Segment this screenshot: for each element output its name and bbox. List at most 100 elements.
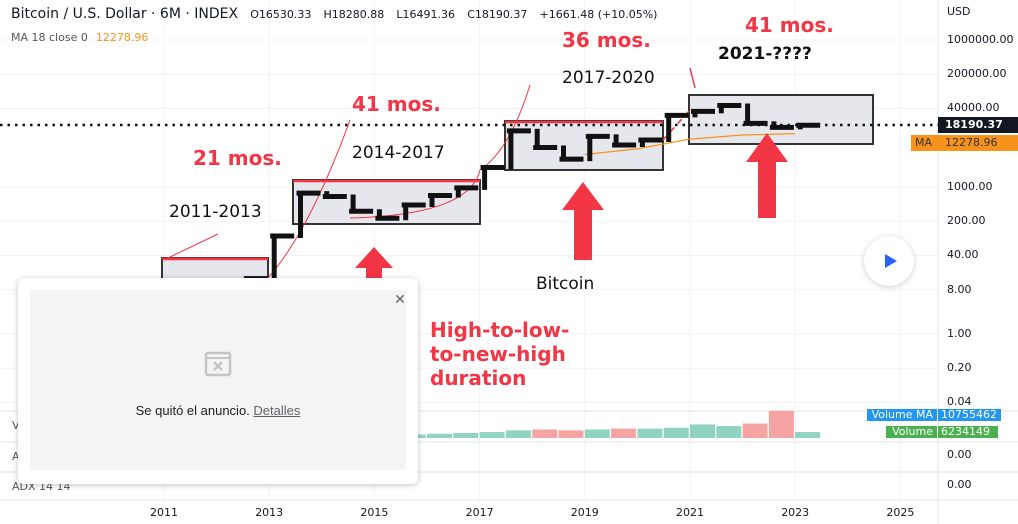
candle[interactable] xyxy=(322,191,347,199)
volume-bar xyxy=(690,424,715,438)
ad-removed-popup: Se quitó el anuncio. Detalles ✕ xyxy=(18,278,418,484)
ad-removed-message: Se quitó el anuncio. Detalles xyxy=(30,403,406,418)
time-tick-label: 2023 xyxy=(781,506,810,519)
candle[interactable] xyxy=(428,193,452,207)
ohlc-change: +1661.48 (+10.05%) xyxy=(539,8,658,21)
cycle-label-3: 2017-2020 xyxy=(562,68,655,88)
arrow-up-icon xyxy=(562,182,604,260)
volume-bar xyxy=(584,429,610,438)
volume-bar xyxy=(663,427,689,438)
volume-ma-value: 10755462 xyxy=(938,409,1001,421)
candle[interactable] xyxy=(270,233,295,281)
candle[interactable] xyxy=(743,103,768,126)
price-tick-label: 1000.00 xyxy=(947,180,993,193)
candle[interactable] xyxy=(717,103,742,114)
price-tick-label: 0.20 xyxy=(947,361,972,375)
volume-bar xyxy=(611,428,637,438)
candle[interactable] xyxy=(769,121,794,130)
candle[interactable] xyxy=(480,165,505,190)
last-price-tag: 18190.37 xyxy=(938,117,1018,133)
time-tick-label: 2021 xyxy=(676,506,704,519)
price-tick-label: 40.00 xyxy=(947,248,979,262)
price-tick-label: 40000.00 xyxy=(947,101,1000,115)
candle[interactable] xyxy=(612,134,637,148)
candle[interactable] xyxy=(533,128,558,150)
ma-price-tag: 12278.96 xyxy=(938,135,1018,151)
play-button[interactable] xyxy=(864,236,914,286)
ad-removed-icon xyxy=(204,351,232,377)
price-tick-label: 0.04 xyxy=(947,395,972,409)
adx-value: 0.00 xyxy=(947,478,972,491)
volume-bar xyxy=(558,430,584,438)
ohlc-close: C18190.37 xyxy=(467,8,528,21)
note-label: High-to-low- to-new-high duration xyxy=(430,318,570,390)
curve xyxy=(267,119,351,279)
candle[interactable] xyxy=(454,185,479,198)
volume-bar xyxy=(532,429,558,438)
arrow-up-icon xyxy=(746,133,788,218)
trend-line xyxy=(167,233,219,259)
details-link[interactable]: Detalles xyxy=(253,403,301,418)
candle[interactable] xyxy=(585,133,610,162)
asset-label: Bitcoin xyxy=(536,274,595,294)
time-tick-label: 2025 xyxy=(886,506,915,519)
duration-label-1: 21 mos. xyxy=(193,146,282,170)
duration-label-2: 41 mos. xyxy=(352,92,441,116)
ad-placeholder: Se quitó el anuncio. Detalles xyxy=(30,290,406,470)
cycle-label-4: 2021-???? xyxy=(718,44,812,64)
ma-polyline xyxy=(584,133,796,156)
volume-bar xyxy=(453,432,479,438)
price-tick-label: 200.00 xyxy=(947,214,986,228)
volume-pane-label[interactable]: V xyxy=(12,419,20,432)
candle[interactable] xyxy=(664,112,689,143)
volume-bar xyxy=(479,432,505,438)
candle[interactable] xyxy=(401,202,426,221)
cycle-label-1: 2011-2013 xyxy=(169,202,262,222)
ohlc-high: H18280.88 xyxy=(323,8,385,21)
duration-label-4: 41 mos. xyxy=(745,13,834,37)
ma-legend[interactable]: MA 18 close 0 12278.96 xyxy=(11,31,148,44)
play-icon xyxy=(885,254,897,268)
price-tick-label: 8.00 xyxy=(947,282,972,296)
cycle-label-2: 2014-2017 xyxy=(352,143,445,163)
volume-bar xyxy=(768,410,794,438)
time-tick-label: 2019 xyxy=(570,506,599,519)
volume-tag: Volume xyxy=(886,426,937,438)
candle[interactable] xyxy=(796,122,821,130)
volume-bar xyxy=(716,426,742,438)
candle[interactable] xyxy=(559,145,584,162)
candle[interactable] xyxy=(506,128,531,170)
candle[interactable] xyxy=(296,190,321,238)
time-tick-label: 2011 xyxy=(150,506,178,519)
cycle-box-3[interactable] xyxy=(504,120,664,171)
candle[interactable] xyxy=(375,209,400,221)
time-tick-label: 2013 xyxy=(255,506,284,519)
close-icon[interactable]: ✕ xyxy=(394,292,406,308)
ohlc-low: L16491.36 xyxy=(396,8,456,21)
candle[interactable] xyxy=(691,108,715,118)
time-tick-label: 2015 xyxy=(360,506,389,519)
arrows xyxy=(355,133,788,285)
duration-label-3: 36 mos. xyxy=(562,28,651,52)
volume-bar xyxy=(795,432,821,438)
arrow-up-icon xyxy=(355,247,393,285)
symbol-title[interactable]: Bitcoin / U.S. Dollar · 6M · INDEX xyxy=(11,6,239,22)
dashed-line xyxy=(689,67,696,89)
pane2-label[interactable]: A xyxy=(12,450,20,463)
time-tick-label: 2017 xyxy=(465,506,494,519)
ohlc-open: O16530.33 xyxy=(250,8,312,21)
symbol-legend[interactable]: Bitcoin / U.S. Dollar · 6M · INDEX O1653… xyxy=(11,6,657,22)
ma-value: 12278.96 xyxy=(95,31,149,44)
price-tick-label: 1.00 xyxy=(947,327,972,340)
volume-bar xyxy=(637,428,663,438)
volume-bar xyxy=(742,423,768,438)
price-tick-label: 200000.00 xyxy=(947,67,1007,81)
candle[interactable] xyxy=(638,137,663,147)
ad-message-text: Se quitó el anuncio. xyxy=(135,403,250,418)
candle[interactable] xyxy=(349,194,374,214)
currency-label: USD xyxy=(947,5,971,18)
volume-value: 6234149 xyxy=(938,426,998,438)
ma-label: MA 18 close 0 xyxy=(11,31,88,44)
volume-bars xyxy=(348,410,821,438)
ma-line xyxy=(584,133,796,156)
